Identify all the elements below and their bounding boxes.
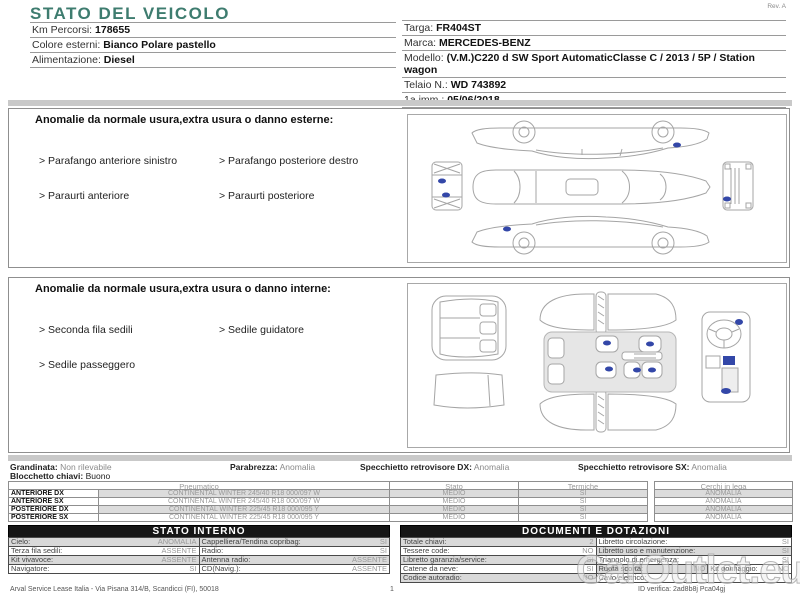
- exterior-item-list-left: > Parafango anteriore sinistro > Paraurt…: [39, 133, 177, 225]
- interior-state-table: STATO INTERNO Cielo: ANOMALIA Cappelliera…: [8, 525, 390, 574]
- interior-item-list-right: > Sedile guidatore: [219, 302, 304, 360]
- interior-section: Anomalie da normale usura,extra usura o …: [8, 277, 790, 453]
- fuel-row: Alimentazione: Diesel: [30, 52, 396, 68]
- exterior-item-list-right: > Parafango posteriore destro > Paraurti…: [219, 133, 358, 225]
- key-block-status: Blocchetto chiavi: Buono: [10, 471, 111, 481]
- exterior-diagram: [407, 114, 787, 263]
- tyre-row: POSTERIORE SX CONTINENTAL WINTER 225/45 …: [8, 513, 648, 522]
- page-title: STATO DEL VEICOLO: [30, 4, 230, 23]
- km-row: Km Percorsi: 178655: [30, 22, 396, 37]
- list-item: > Parafango posteriore destro: [219, 155, 359, 167]
- alloy-row: ANOMALIA: [654, 513, 793, 522]
- plate-row: Targa: FR404ST: [402, 20, 786, 35]
- table-row: Navigatore: SI CD(Navig.): ASSENTE: [8, 564, 390, 574]
- footer-verify-id: ID verifica: 2ad8b8j Pca04gj: [638, 586, 726, 593]
- list-item: > Paraurti posteriore: [219, 189, 315, 202]
- divider-top: [8, 100, 792, 106]
- interior-diagram: [407, 283, 787, 448]
- alloy-wheels-table: Cerchi in lega ANOMALIA ANOMALIA ANOMALI…: [654, 481, 793, 522]
- brand-row: Marca: MERCEDES-BENZ: [402, 35, 786, 50]
- vehicle-info-right: Targa: FR404ST Marca: MERCEDES-BENZ Mode…: [402, 20, 786, 108]
- tyres-table: Pneumatico Stato Termiche ANTERIORE DX C…: [8, 481, 648, 522]
- windshield-status: Parabrezza: Anomalia: [230, 462, 316, 472]
- exterior-heading: Anomalie da normale usura,extra usura o …: [35, 114, 334, 126]
- exterior-damage-markers: [438, 142, 731, 232]
- list-item: > Parafango anteriore sinistro: [39, 155, 178, 167]
- table-row: Codice autoradio: NO Cavo elettrico:: [400, 573, 792, 583]
- list-item: > Sedile guidatore: [219, 324, 304, 336]
- chassis-row: Telaio N.: WD 743892: [402, 77, 786, 92]
- model-row: Modello: (V.M.)C220 d SW Sport Automatic…: [402, 50, 786, 77]
- footer-company: Arval Service Lease Italia - Via Pisana …: [10, 586, 219, 593]
- vehicle-info-left: Km Percorsi: 178655 Colore esterni: Bian…: [30, 22, 396, 68]
- interior-item-list-left: > Seconda fila sedili > Sedile passegger…: [39, 302, 135, 394]
- divider-bottom: [8, 455, 792, 461]
- list-item: > Seconda fila sedili: [39, 324, 133, 336]
- list-item: > Sedile passeggero: [39, 358, 136, 371]
- mirror-dx-status: Specchietto retrovisore DX: Anomalia: [360, 462, 510, 472]
- list-item: > Paraurti anteriore: [39, 189, 130, 202]
- documents-table: DOCUMENTI E DOTAZIONI Totale chiavi: 2 Li…: [400, 525, 793, 583]
- revision-label: Rev. A: [767, 3, 786, 10]
- interior-heading: Anomalie da normale usura,extra usura o …: [35, 283, 331, 295]
- color-row: Colore esterni: Bianco Polare pastello: [30, 37, 396, 52]
- hail-status: Grandinata: Non rilevabile: [10, 462, 112, 472]
- footer-page-number: 1: [390, 586, 394, 593]
- exterior-section: Anomalie da normale usura,extra usura o …: [8, 108, 790, 268]
- mirror-sx-status: Specchietto retrovisore SX: Anomalia: [578, 462, 727, 472]
